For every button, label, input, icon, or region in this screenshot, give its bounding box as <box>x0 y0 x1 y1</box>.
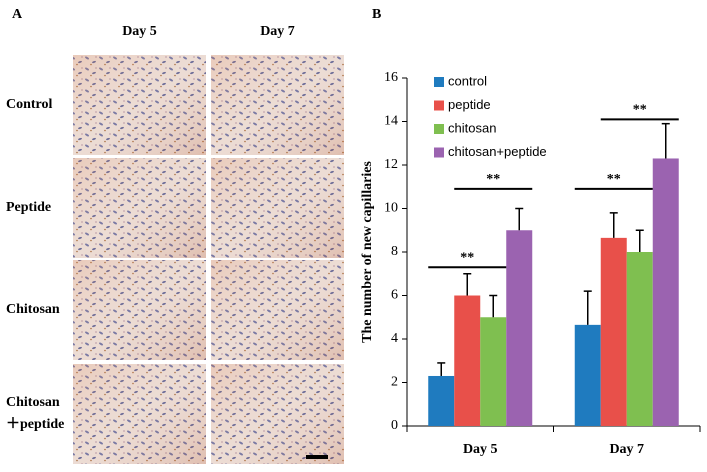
panel-label: B <box>372 7 381 22</box>
legend-label: chitosan <box>448 120 496 135</box>
bar <box>480 317 507 426</box>
row-label: Peptide <box>6 200 51 215</box>
row-label: Control <box>6 97 53 112</box>
legend-label: control <box>448 73 487 88</box>
y-tick-label: 2 <box>391 375 398 390</box>
panel-a: A Day 5 Day 7 Control Peptide Chitosan Chitos… <box>6 7 344 464</box>
panel-label: A <box>12 7 23 22</box>
x-tick-label: Day 7 <box>609 442 644 457</box>
bar <box>428 375 455 426</box>
legend-swatch <box>434 147 444 158</box>
micrograph-tint <box>211 364 344 464</box>
y-axis-label: The number of new capillaries <box>360 161 375 343</box>
y-tick-label: 10 <box>384 201 398 216</box>
significance-label: ** <box>486 172 500 187</box>
legend-label: chitosan+peptide <box>448 144 547 159</box>
scale-bar <box>306 455 328 459</box>
legend-swatch <box>434 77 444 87</box>
bar <box>454 295 481 426</box>
bar <box>574 324 601 426</box>
micrograph-tint <box>73 364 206 464</box>
significance-label: ** <box>607 172 621 187</box>
column-header: Day 5 <box>122 24 157 39</box>
significance-label: ** <box>633 103 647 118</box>
y-tick-label: 12 <box>384 157 398 172</box>
legend-swatch <box>434 124 444 134</box>
panel-b: B The number of new capillaries 0 2 4 6 8 10 1… <box>360 7 701 457</box>
y-tick-label: 16 <box>384 70 398 85</box>
y-tick-label: 4 <box>391 331 398 346</box>
micrograph-tint <box>211 260 344 360</box>
y-tick-label: 14 <box>384 114 398 129</box>
y-tick-label: 0 <box>391 418 398 433</box>
micrograph-tint <box>73 158 206 258</box>
legend-swatch <box>434 100 444 111</box>
bar <box>652 158 679 426</box>
micrograph-tint <box>73 55 206 155</box>
row-label: Chitosan <box>6 395 60 410</box>
micrograph-tint <box>73 260 206 360</box>
x-tick-label: Day 5 <box>463 442 498 457</box>
micrograph-tint <box>211 158 344 258</box>
legend-label: peptide <box>448 97 491 112</box>
bar <box>506 230 533 426</box>
significance-label: ** <box>460 250 474 265</box>
micrograph-tint <box>211 55 344 155</box>
y-tick-label: 6 <box>391 288 398 303</box>
column-header: Day 7 <box>260 24 295 39</box>
row-label: ＋peptide <box>6 417 64 432</box>
y-tick-label: 8 <box>391 244 398 259</box>
row-label: Chitosan <box>6 302 60 317</box>
bar <box>626 252 653 426</box>
bar <box>600 237 627 426</box>
